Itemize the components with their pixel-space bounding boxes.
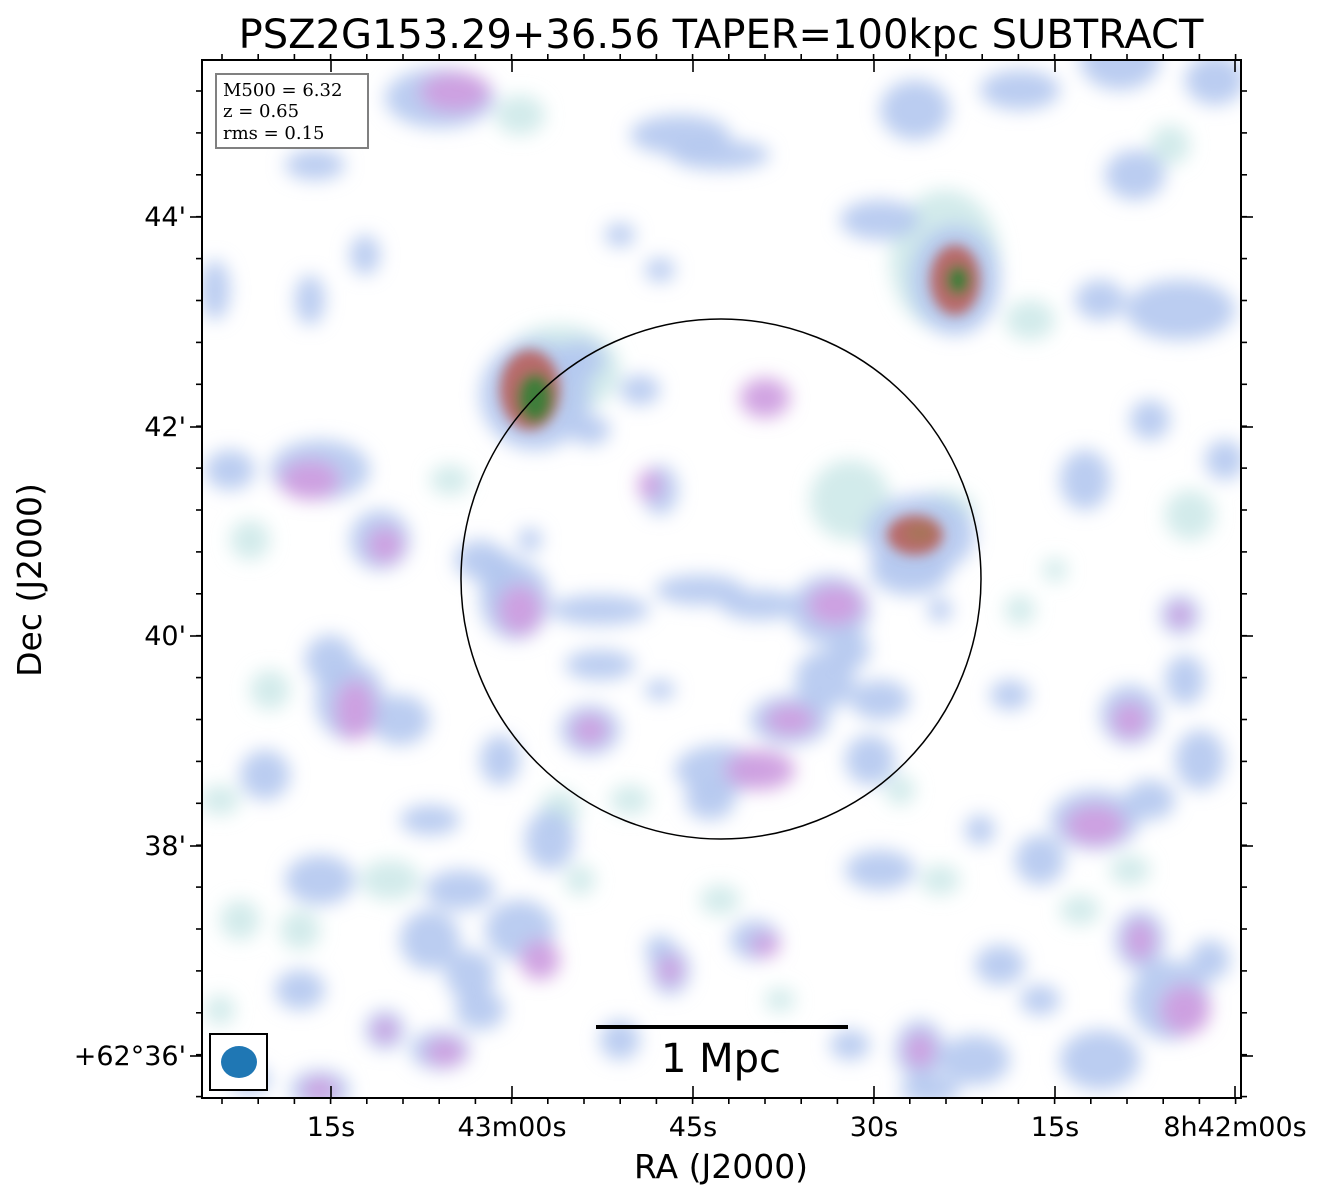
x-axis-label: RA (J2000) (634, 1147, 808, 1186)
plot-frame (201, 59, 1242, 1099)
x-tick-label: 8h42m00s (1163, 1112, 1306, 1143)
x-tick-label: 15s (307, 1112, 355, 1143)
scale-bar: 1 Mpc (596, 1025, 848, 1082)
info-redshift: z = 0.65 (223, 101, 299, 122)
beam-ellipse (221, 1046, 257, 1078)
x-tick-label: 15s (1031, 1112, 1079, 1143)
y-tick-label: +62°36' (74, 1041, 186, 1072)
y-tick-labels: 44' 42' 40' 38' +62°36' (74, 202, 186, 1072)
x-tick-labels: 15s 43m00s 45s 30s 15s 8h42m00s (307, 1112, 1307, 1143)
y-tick-label: 38' (144, 831, 186, 862)
y-tick-label: 42' (144, 412, 186, 443)
x-tick-label: 45s (669, 1112, 717, 1143)
x-tick-label: 30s (850, 1112, 898, 1143)
axis-ticks (190, 54, 1253, 1104)
radio-emission-map (202, 60, 1241, 1098)
info-m500: M500 = 6.32 (223, 80, 342, 101)
info-box: M500 = 6.32 z = 0.65 rms = 0.15 (215, 73, 369, 149)
r500-circle (460, 318, 982, 840)
y-tick-label: 44' (144, 202, 186, 233)
x-tick-label: 43m00s (457, 1112, 566, 1143)
info-rms: rms = 0.15 (223, 123, 325, 144)
plot-title: PSZ2G153.29+36.56 TAPER=100kpc SUBTRACT (239, 12, 1204, 58)
y-tick-label: 40' (144, 621, 186, 652)
scale-bar-label: 1 Mpc (661, 1036, 781, 1082)
beam-box (209, 1033, 268, 1091)
y-axis-label: Dec (J2000) (10, 483, 49, 677)
